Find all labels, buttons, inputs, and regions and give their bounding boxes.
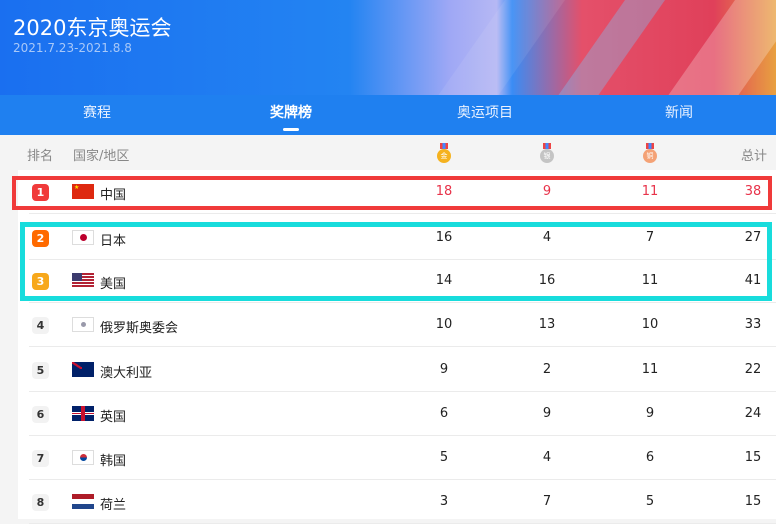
gold-medal-icon: 金 — [437, 143, 451, 165]
table-row[interactable]: 6 英国 6 9 9 24 — [18, 392, 776, 436]
tab-schedule[interactable]: 赛程 — [83, 105, 111, 121]
header-banner: 2020东京奥运会 2021.7.23-2021.8.8 — [0, 0, 776, 95]
table-row[interactable]: 8 荷兰 3 7 5 15 — [18, 480, 776, 524]
country-name: 俄罗斯奥委会 — [100, 321, 179, 336]
total-header: 总计 — [741, 149, 768, 164]
country-name: 美国 — [100, 277, 127, 292]
flag-cn-icon: ★ — [72, 184, 94, 199]
event-dates: 2021.7.23-2021.8.8 — [13, 41, 132, 55]
country-header: 国家/地区 — [73, 149, 130, 164]
gold-count: 9 — [439, 362, 449, 377]
flag-roc-icon — [72, 317, 94, 332]
table-row[interactable]: 5 澳大利亚 9 2 11 22 — [18, 348, 776, 392]
bronze-count: 5 — [645, 494, 655, 509]
bronze-medal-icon: 铜 — [643, 143, 657, 165]
flag-gb-icon — [72, 406, 94, 421]
bronze-count: 11 — [641, 362, 659, 377]
flag-jp-icon — [72, 230, 94, 245]
flag-us-icon — [72, 273, 94, 288]
silver-count: 2 — [542, 362, 552, 377]
row-divider — [29, 259, 776, 260]
flag-nl-icon — [72, 494, 94, 509]
silver-count: 7 — [542, 494, 552, 509]
tab-news[interactable]: 新闻 — [665, 105, 693, 121]
country-name: 澳大利亚 — [100, 366, 153, 381]
bronze-count: 11 — [641, 273, 659, 288]
country-name: 荷兰 — [100, 498, 127, 513]
table-row[interactable]: 3 美国 14 16 11 41 — [18, 259, 776, 303]
bronze-count: 9 — [645, 406, 655, 421]
total-count: 15 — [744, 494, 762, 509]
row-divider — [29, 213, 776, 214]
tab-bar: 赛程 奖牌榜 奥运项目 新闻 — [0, 95, 776, 135]
row-divider — [29, 435, 776, 436]
gold-count: 6 — [439, 406, 449, 421]
total-count: 38 — [744, 184, 762, 199]
rank-badge: 2 — [32, 230, 49, 247]
total-count: 27 — [744, 230, 762, 245]
total-count: 24 — [744, 406, 762, 421]
rank-badge: 7 — [32, 450, 49, 467]
total-count: 15 — [744, 450, 762, 465]
bronze-count: 10 — [641, 317, 659, 332]
row-divider — [29, 391, 776, 392]
country-name: 英国 — [100, 410, 127, 425]
rank-badge: 8 — [32, 494, 49, 511]
row-divider — [29, 346, 776, 347]
silver-medal-icon: 银 — [540, 143, 554, 165]
silver-count: 9 — [542, 184, 552, 199]
silver-count: 4 — [542, 230, 552, 245]
silver-count: 4 — [542, 450, 552, 465]
tab-olympic-sports[interactable]: 奥运项目 — [457, 105, 513, 121]
rank-badge: 4 — [32, 317, 49, 334]
rank-badge: 5 — [32, 362, 49, 379]
rank-header: 排名 — [27, 149, 54, 164]
silver-count: 16 — [538, 273, 556, 288]
row-divider — [29, 302, 776, 303]
rank-badge: 3 — [32, 273, 49, 290]
medal-table: 1 ★ 中国 18 9 11 38 2 日本 16 4 7 27 3 美国 14… — [18, 170, 776, 524]
page-title: 2020东京奥运会 — [13, 16, 172, 40]
rank-badge: 6 — [32, 406, 49, 423]
bronze-count: 11 — [641, 184, 659, 199]
tab-medal-table[interactable]: 奖牌榜 — [194, 95, 388, 135]
silver-count: 13 — [538, 317, 556, 332]
gold-count: 16 — [435, 230, 453, 245]
gold-count: 14 — [435, 273, 453, 288]
total-count: 41 — [744, 273, 762, 288]
row-divider — [29, 479, 776, 480]
rank-badge: 1 — [32, 184, 49, 201]
bronze-count: 6 — [645, 450, 655, 465]
gold-count: 18 — [435, 184, 453, 199]
table-row[interactable]: 1 ★ 中国 18 9 11 38 — [18, 170, 776, 214]
country-name: 中国 — [100, 188, 127, 203]
table-row[interactable]: 7 韩国 5 4 6 15 — [18, 436, 776, 480]
bronze-count: 7 — [645, 230, 655, 245]
table-row[interactable]: 2 日本 16 4 7 27 — [18, 216, 776, 260]
gold-count: 3 — [439, 494, 449, 509]
table-header: 排名 国家/地区 金 银 铜 总计 — [0, 135, 776, 170]
total-count: 22 — [744, 362, 762, 377]
total-count: 33 — [744, 317, 762, 332]
silver-count: 9 — [542, 406, 552, 421]
country-name: 韩国 — [100, 454, 127, 469]
table-row[interactable]: 4 俄罗斯奥委会 10 13 10 33 — [18, 303, 776, 347]
flag-au-icon — [72, 362, 94, 377]
gold-count: 10 — [435, 317, 453, 332]
flag-kr-icon — [72, 450, 94, 465]
country-name: 日本 — [100, 234, 127, 249]
gold-count: 5 — [439, 450, 449, 465]
